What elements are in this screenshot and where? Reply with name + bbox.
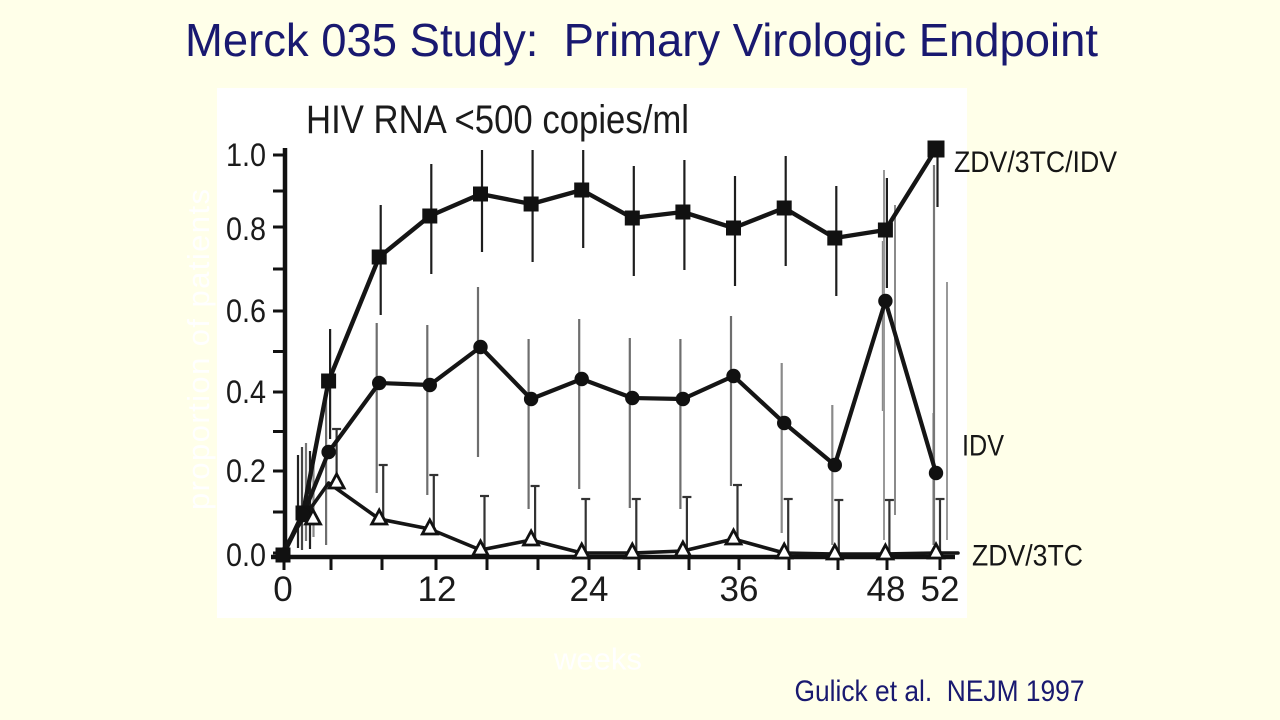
svg-text:ZDV/3TC: ZDV/3TC [972,540,1083,573]
svg-text:1.0: 1.0 [226,137,266,173]
svg-text:HIV RNA <500 copies/ml: HIV RNA <500 copies/ml [306,98,689,142]
svg-text:Gulick et al. NEJM 1997: Gulick et al. NEJM 1997 [795,675,1085,708]
svg-text:Merck 035 Study: Primary Viro: Merck 035 Study: Primary Virologic Endpo… [185,14,1098,66]
svg-text:0.0: 0.0 [226,537,266,573]
svg-text:36: 36 [720,570,759,609]
svg-text:52: 52 [921,570,960,609]
svg-text:0.8: 0.8 [226,211,266,247]
svg-text:0.2: 0.2 [226,453,266,489]
svg-text:0: 0 [273,570,292,609]
svg-text:0.4: 0.4 [226,374,266,410]
svg-text:ZDV/3TC/IDV: ZDV/3TC/IDV [954,146,1117,179]
svg-text:48: 48 [867,570,906,609]
svg-text:IDV: IDV [962,430,1004,463]
svg-text:weeks: weeks [553,642,642,677]
svg-text:12: 12 [418,570,457,609]
svg-text:proportion of patients: proportion of patients [181,189,216,510]
svg-text:0.6: 0.6 [226,293,266,329]
svg-text:24: 24 [570,570,609,609]
